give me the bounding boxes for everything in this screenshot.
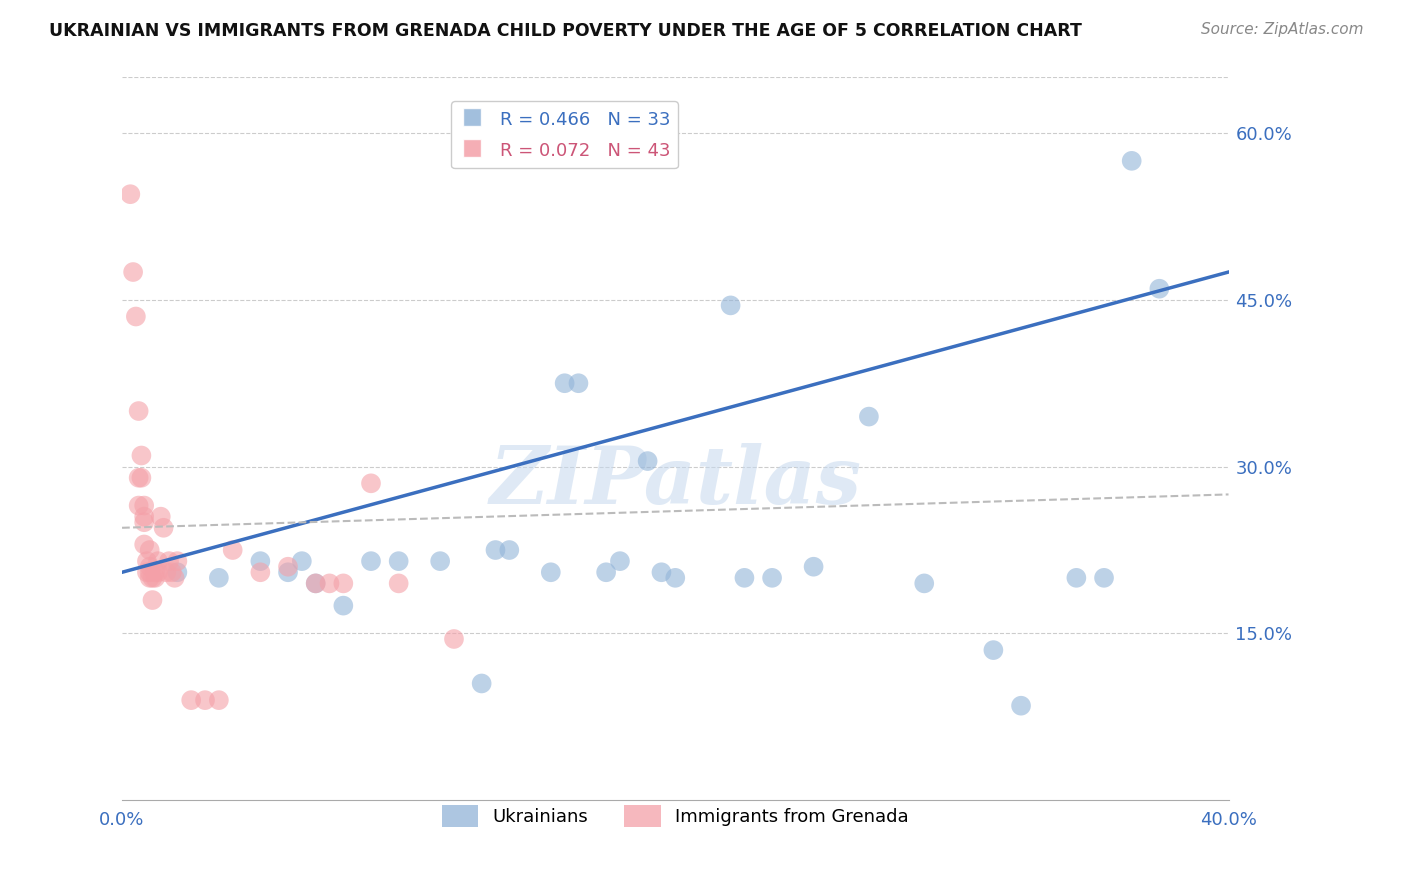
Legend: Ukrainians, Immigrants from Grenada: Ukrainians, Immigrants from Grenada <box>434 798 915 835</box>
Point <box>134 499 156 513</box>
Point <box>637 454 659 468</box>
Point <box>471 676 494 690</box>
Point <box>143 566 166 580</box>
Point <box>332 576 354 591</box>
Point <box>1010 698 1032 713</box>
Point <box>138 571 160 585</box>
Point <box>138 543 160 558</box>
Point <box>983 643 1005 657</box>
Point <box>803 559 825 574</box>
Point <box>912 576 935 591</box>
Point <box>291 554 314 568</box>
Point <box>761 571 783 585</box>
Point <box>134 515 156 529</box>
Point <box>222 543 245 558</box>
Point <box>360 554 382 568</box>
Point <box>134 537 156 551</box>
Point <box>134 509 156 524</box>
Point <box>360 476 382 491</box>
Text: Source: ZipAtlas.com: Source: ZipAtlas.com <box>1201 22 1364 37</box>
Point <box>443 632 465 646</box>
Point <box>318 576 340 591</box>
Point <box>540 566 562 580</box>
Point <box>194 693 217 707</box>
Text: UKRAINIAN VS IMMIGRANTS FROM GRENADA CHILD POVERTY UNDER THE AGE OF 5 CORRELATIO: UKRAINIAN VS IMMIGRANTS FROM GRENADA CHI… <box>49 22 1083 40</box>
Point <box>388 554 411 568</box>
Point <box>160 566 183 580</box>
Point <box>249 566 271 580</box>
Point <box>138 559 160 574</box>
Point <box>595 566 617 580</box>
Point <box>650 566 672 580</box>
Point <box>858 409 880 424</box>
Point <box>152 521 174 535</box>
Point <box>157 554 180 568</box>
Point <box>155 566 177 580</box>
Point <box>128 499 150 513</box>
Point <box>146 566 169 580</box>
Point <box>143 571 166 585</box>
Point <box>146 554 169 568</box>
Point <box>1092 571 1115 585</box>
Point <box>180 693 202 707</box>
Point <box>141 593 163 607</box>
Point <box>163 571 186 585</box>
Point <box>429 554 451 568</box>
Point <box>498 543 520 558</box>
Point <box>388 576 411 591</box>
Point <box>305 576 328 591</box>
Point <box>567 376 589 391</box>
Point <box>554 376 576 391</box>
Point <box>484 543 506 558</box>
Point <box>128 471 150 485</box>
Point <box>125 310 148 324</box>
Point <box>208 571 231 585</box>
Point <box>166 566 188 580</box>
Point <box>141 571 163 585</box>
Point <box>305 576 328 591</box>
Point <box>733 571 755 585</box>
Point <box>609 554 631 568</box>
Point <box>166 554 188 568</box>
Point <box>208 693 231 707</box>
Point <box>720 298 742 312</box>
Point <box>1066 571 1088 585</box>
Point <box>128 404 150 418</box>
Point <box>120 187 142 202</box>
Point <box>249 554 271 568</box>
Point <box>136 554 159 568</box>
Point <box>138 566 160 580</box>
Point <box>664 571 686 585</box>
Point <box>149 509 172 524</box>
Point <box>277 559 299 574</box>
Point <box>131 449 153 463</box>
Point <box>332 599 354 613</box>
Point <box>1121 153 1143 168</box>
Point <box>136 566 159 580</box>
Point <box>122 265 145 279</box>
Point <box>1149 282 1171 296</box>
Point <box>131 471 153 485</box>
Point <box>277 566 299 580</box>
Text: ZIPatlas: ZIPatlas <box>489 443 862 521</box>
